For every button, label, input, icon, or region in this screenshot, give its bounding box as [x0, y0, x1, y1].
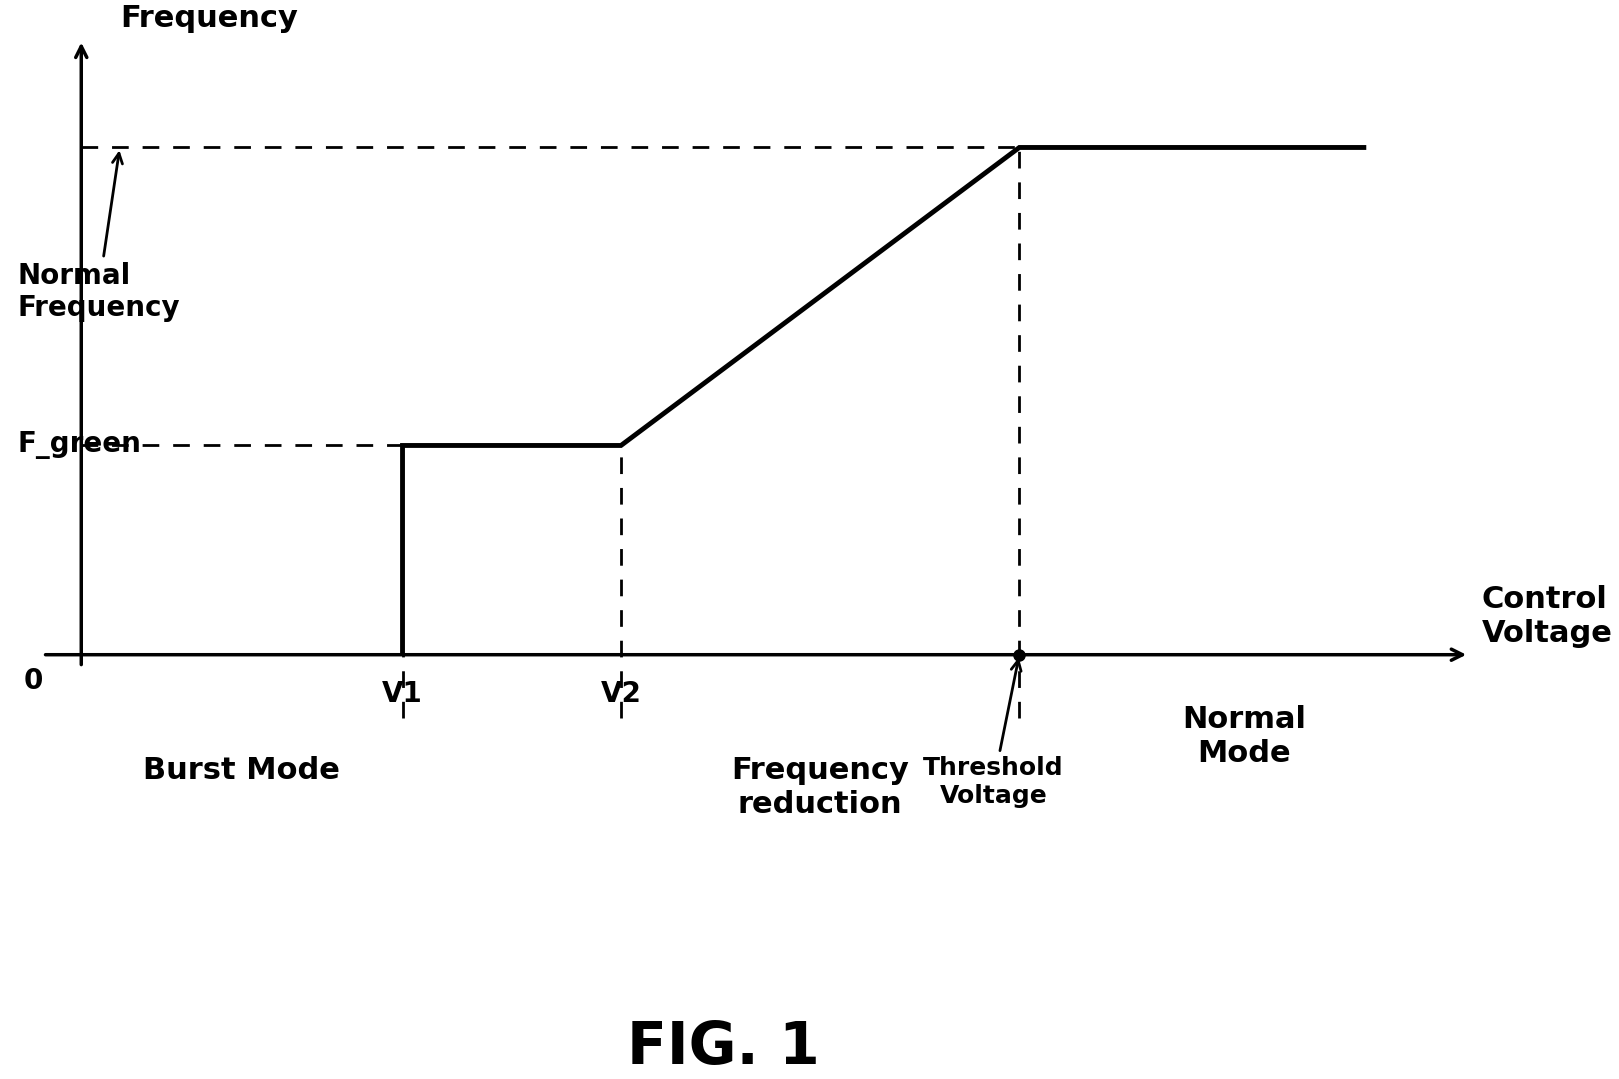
Text: Frequency: Frequency	[120, 4, 298, 33]
Text: Normal
Frequency: Normal Frequency	[18, 153, 180, 322]
Text: FIG. 1: FIG. 1	[628, 1020, 821, 1077]
Text: Control
Voltage: Control Voltage	[1481, 586, 1613, 648]
Text: V2: V2	[601, 680, 641, 708]
Text: Burst Mode: Burst Mode	[144, 756, 340, 786]
Text: Frequency
reduction: Frequency reduction	[732, 756, 910, 819]
Text: 0: 0	[23, 668, 42, 695]
Text: Threshold
Voltage: Threshold Voltage	[923, 660, 1064, 808]
Text: F_green: F_green	[18, 432, 141, 460]
Text: Normal
Mode: Normal Mode	[1182, 706, 1307, 768]
Text: V1: V1	[382, 680, 423, 708]
